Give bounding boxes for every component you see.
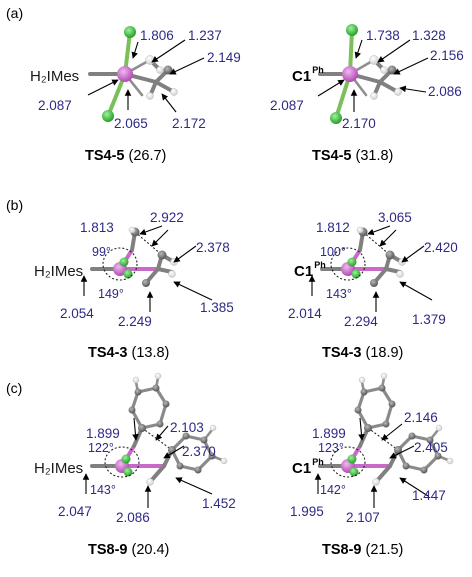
bond-length: 2.170 — [342, 116, 376, 131]
bond-length: 1.328 — [412, 28, 446, 43]
panel-a: (a) H₂IMes — [6, 5, 464, 164]
bond-angle: 143° — [326, 287, 352, 301]
bond-length: 2.172 — [172, 116, 206, 131]
caption-b-left: TS4-3 (13.8) — [88, 345, 169, 361]
caption-c-right: TS8-9 (21.5) — [322, 542, 403, 558]
bond-length: 1.806 — [140, 28, 174, 43]
caption-c-left: TS8-9 (20.4) — [88, 542, 169, 558]
bond-length: 2.294 — [344, 314, 378, 329]
bond-length: 2.249 — [118, 314, 152, 329]
bond-length: 2.087 — [38, 98, 72, 113]
bond-angle: 122° — [88, 441, 114, 455]
bond-length: 1.452 — [202, 496, 236, 511]
bond-length: 2.420 — [424, 240, 458, 255]
bond-length: 1.813 — [80, 220, 114, 235]
bond-length: 1.899 — [86, 426, 120, 441]
ligand-c1ph: C1Ph — [292, 65, 324, 85]
bond-length: 1.385 — [200, 300, 234, 315]
panel-b: (b) H₂IMes — [6, 197, 458, 361]
bond-angle: 123° — [318, 441, 344, 455]
bond-length: 2.146 — [404, 410, 438, 425]
ligand-h2imes: H₂IMes — [30, 68, 79, 85]
bond-length: 2.054 — [60, 306, 94, 321]
ruthenium-atom — [117, 66, 133, 82]
panel-b-label: (b) — [6, 197, 23, 213]
panel-c-right-arrows — [314, 417, 429, 508]
panel-b-right-arrows — [308, 225, 433, 312]
bond-length: 2.086 — [116, 510, 150, 525]
bond-length: 1.899 — [312, 426, 346, 441]
bond-length: 2.103 — [170, 420, 204, 435]
bond-length: 1.738 — [366, 28, 400, 43]
bond-length: 2.405 — [414, 440, 448, 455]
bond-length: 2.156 — [430, 48, 464, 63]
panel-a-label: (a) — [6, 5, 23, 21]
ruthenium-atom — [342, 66, 358, 82]
caption-b-right: TS4-3 (18.9) — [322, 345, 403, 361]
bond-length: 2.086 — [428, 84, 462, 99]
bond-length: 1.379 — [412, 312, 446, 327]
bond-length: 2.087 — [270, 98, 304, 113]
bond-length: 3.065 — [378, 210, 412, 225]
panel-a-right-arrows — [317, 39, 429, 112]
bond-angle: 99° — [92, 245, 111, 259]
bond-length: 1.447 — [412, 488, 446, 503]
ligand-c1ph: C1Ph — [292, 457, 324, 477]
bond-length: 1.995 — [290, 504, 324, 519]
panel-c: (c) — [6, 372, 454, 558]
bond-length: 2.047 — [58, 504, 92, 519]
bond-length: 2.065 — [114, 116, 148, 131]
ligand-h2imes: H₂IMes — [34, 460, 83, 477]
panel-a-left-arrows — [87, 39, 205, 113]
ligand-h2imes: H₂IMes — [34, 263, 83, 280]
bond-angle: 142° — [320, 483, 346, 497]
panel-c-left-molecule — [90, 372, 228, 486]
bond-length: 1.237 — [188, 28, 222, 43]
panel-c-left-arrows — [82, 417, 213, 508]
panel-c-label: (c) — [6, 380, 22, 396]
panel-b-right-molecule — [320, 226, 406, 287]
bond-length: 2.014 — [288, 306, 322, 321]
caption-a-right: TS4-5 (31.8) — [312, 148, 393, 164]
bond-length: 2.922 — [150, 210, 184, 225]
panel-a-right-molecule — [318, 24, 402, 124]
caption-a-left: TS4-5 (26.7) — [85, 148, 166, 164]
bond-angle: 149° — [98, 287, 124, 301]
panel-b-left-arrows — [80, 225, 213, 312]
bond-angle: 143° — [90, 483, 116, 497]
ligand-c1ph: C1Ph — [294, 260, 326, 280]
bond-length: 2.107 — [346, 510, 380, 525]
bond-length: 2.370 — [182, 444, 216, 459]
bond-angle: 100° — [320, 245, 346, 259]
bond-length: 1.812 — [316, 220, 350, 235]
bond-length: 2.149 — [207, 50, 241, 65]
bond-length: 2.378 — [196, 240, 230, 255]
